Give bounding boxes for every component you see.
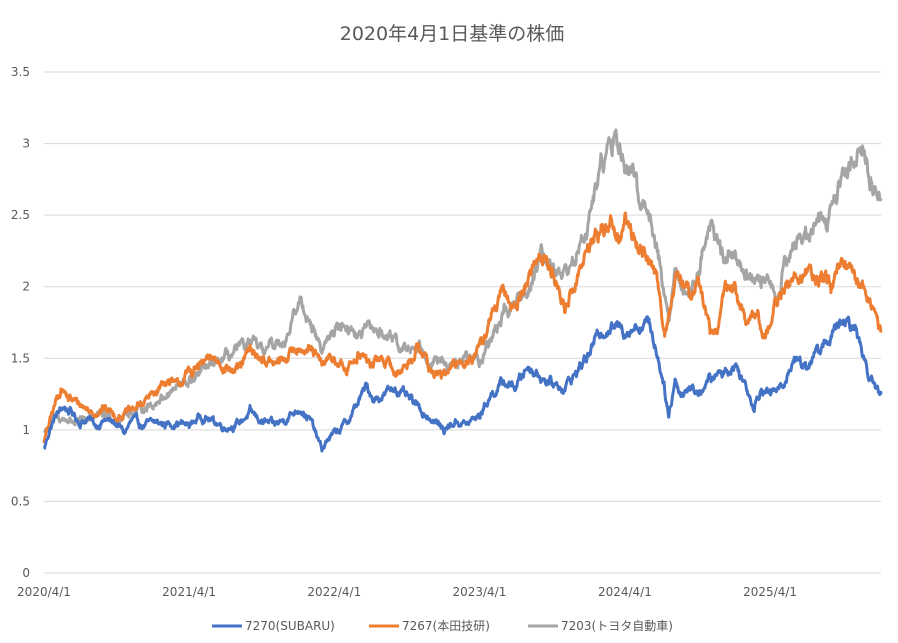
y-tick-label: 3.5 bbox=[11, 65, 30, 79]
series-lines bbox=[42, 128, 883, 453]
series-line bbox=[42, 315, 883, 453]
y-axis-ticks: 0 0.5 1 1.5 2 2.5 3 3.5 bbox=[11, 65, 30, 580]
x-tick-label: 2022/4/1 bbox=[307, 585, 361, 599]
y-tick-label: 1 bbox=[22, 423, 30, 437]
gridlines bbox=[44, 71, 881, 574]
y-tick-label: 3 bbox=[22, 137, 30, 151]
y-tick-label: 0 bbox=[22, 566, 30, 580]
legend-label: 7270(SUBARU) bbox=[245, 619, 335, 633]
y-tick-label: 1.5 bbox=[11, 351, 30, 365]
x-tick-label: 2025/4/1 bbox=[743, 585, 797, 599]
x-tick-label: 2023/4/1 bbox=[452, 585, 506, 599]
x-tick-label: 2021/4/1 bbox=[162, 585, 216, 599]
legend: 7270(SUBARU) 7267(本田技研) 7203(トヨタ自動車) bbox=[212, 619, 673, 633]
x-tick-label: 2024/4/1 bbox=[598, 585, 652, 599]
legend-label: 7267(本田技研) bbox=[402, 619, 490, 633]
series-line bbox=[42, 211, 883, 444]
legend-label: 7203(トヨタ自動車) bbox=[561, 619, 673, 633]
y-tick-label: 2.5 bbox=[11, 208, 30, 222]
chart-title: 2020年4月1日基準の株価 bbox=[340, 23, 565, 45]
series-line bbox=[43, 128, 883, 435]
y-tick-label: 2 bbox=[22, 280, 30, 294]
y-tick-label: 0.5 bbox=[11, 494, 30, 508]
x-axis-ticks: 2020/4/1 2021/4/1 2022/4/1 2023/4/1 2024/4/1… bbox=[17, 585, 797, 599]
x-tick-label: 2020/4/1 bbox=[17, 585, 71, 599]
